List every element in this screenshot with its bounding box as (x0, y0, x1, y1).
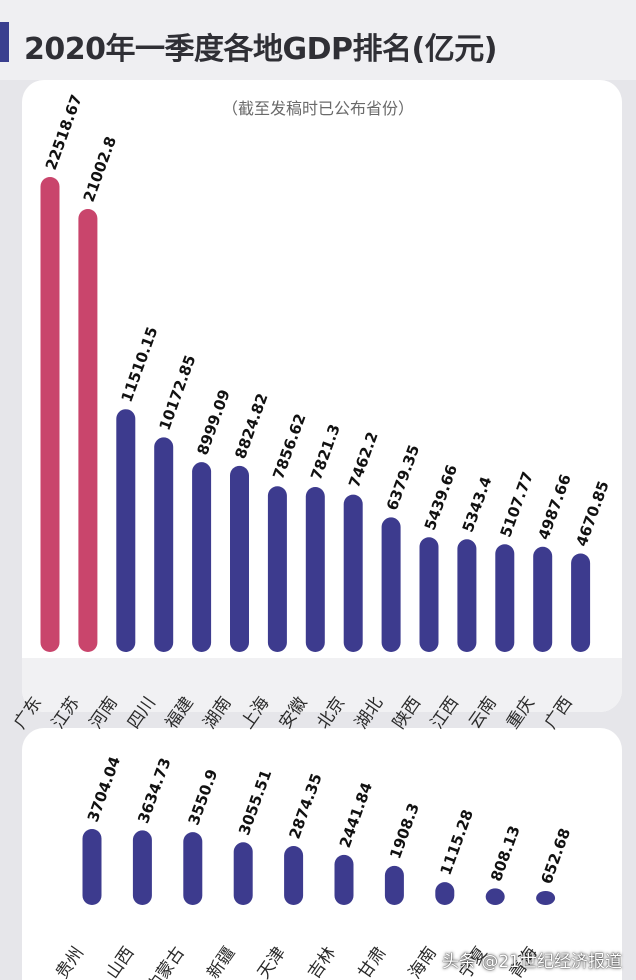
category-label-陕西: 陕西 (389, 693, 425, 732)
bar-四川 (154, 437, 174, 652)
footer-credit: 头条 @21世纪经济报道 (441, 952, 622, 972)
value-label-青海: 652.68 (537, 826, 574, 887)
bar-新疆 (233, 842, 253, 905)
value-label-广西: 4670.85 (572, 478, 612, 548)
category-label-江苏: 江苏 (48, 693, 84, 732)
bar-甘肃 (384, 865, 404, 905)
value-label-贵州: 3704.04 (84, 754, 124, 824)
bar-江苏 (78, 208, 98, 653)
bar-内蒙古 (183, 832, 203, 905)
chart-panel-bottom (22, 728, 622, 980)
category-label-广东: 广东 (10, 693, 46, 732)
value-label-吉林: 2441.84 (336, 780, 376, 850)
bar-湖北 (381, 517, 401, 652)
header (0, 0, 636, 80)
category-label-山西: 山西 (103, 943, 139, 980)
value-label-宁夏: 808.13 (487, 823, 524, 884)
bar-宁夏 (485, 888, 505, 905)
value-label-湖南: 8824.82 (231, 391, 271, 461)
bar-重庆 (533, 546, 553, 652)
category-label-湖南: 湖南 (200, 693, 236, 732)
value-label-海南: 1115.28 (437, 807, 477, 877)
chart-subtitle: （截至发稿时已公布省份） (221, 99, 414, 118)
category-label-海南: 海南 (405, 943, 441, 980)
value-label-四川: 10172.85 (156, 353, 200, 433)
value-label-云南: 5107.77 (497, 469, 537, 539)
value-label-北京: 7462.2 (345, 429, 382, 490)
bar-云南 (495, 544, 515, 652)
bar-青海 (536, 891, 556, 905)
value-label-江苏: 21002.8 (80, 134, 120, 204)
bar-广东 (40, 177, 60, 652)
bar-江西 (457, 539, 477, 652)
category-label-云南: 云南 (465, 693, 501, 732)
category-label-甘肃: 甘肃 (355, 943, 391, 980)
bar-北京 (343, 494, 363, 652)
bar-陕西 (419, 537, 439, 652)
bar-山西 (132, 830, 152, 905)
value-label-山西: 3634.73 (134, 755, 174, 825)
title-accent-bar (0, 22, 9, 62)
value-label-天津: 2874.35 (285, 771, 325, 841)
bar-天津 (284, 846, 304, 905)
category-label-河南: 河南 (86, 693, 122, 732)
bar-湖南 (230, 465, 249, 652)
value-label-上海: 7856.62 (269, 411, 309, 481)
value-label-甘肃: 1908.3 (386, 801, 423, 862)
value-label-重庆: 4987.66 (535, 472, 575, 542)
category-label-重庆: 重庆 (503, 693, 539, 732)
category-label-安徽: 安徽 (276, 693, 312, 732)
value-label-陕西: 5439.66 (421, 462, 461, 532)
value-label-河南: 11510.15 (118, 324, 162, 404)
value-label-广东: 22518.67 (42, 92, 86, 172)
bar-广西 (571, 553, 591, 652)
category-label-福建: 福建 (162, 693, 198, 732)
page-title: 2020年一季度各地GDP排名(亿元) (24, 32, 497, 67)
value-label-安徽: 7821.3 (307, 422, 344, 483)
category-label-新疆: 新疆 (203, 943, 239, 980)
category-label-吉林: 吉林 (304, 943, 340, 980)
bar-上海 (267, 486, 287, 652)
category-label-江西: 江西 (427, 693, 463, 732)
value-label-湖北: 6379.35 (383, 442, 423, 512)
bar-贵州 (82, 829, 102, 905)
value-label-新疆: 3055.51 (235, 767, 275, 837)
value-label-福建: 8999.09 (193, 387, 233, 457)
category-label-内蒙古: 内蒙古 (143, 943, 189, 980)
category-label-北京: 北京 (313, 693, 349, 732)
category-label-上海: 上海 (238, 693, 274, 732)
category-label-广西: 广西 (541, 693, 577, 732)
bar-海南 (435, 882, 455, 905)
value-label-内蒙古: 3550.9 (185, 767, 222, 828)
category-label-四川: 四川 (124, 693, 160, 732)
bar-安徽 (305, 487, 325, 652)
bar-吉林 (334, 854, 354, 905)
category-label-贵州: 贵州 (52, 943, 88, 980)
category-label-天津: 天津 (254, 943, 290, 980)
category-label-band (22, 658, 622, 712)
bar-河南 (116, 409, 136, 652)
category-label-湖北: 湖北 (351, 693, 387, 732)
value-label-江西: 5343.4 (459, 474, 496, 535)
bar-福建 (192, 462, 212, 652)
